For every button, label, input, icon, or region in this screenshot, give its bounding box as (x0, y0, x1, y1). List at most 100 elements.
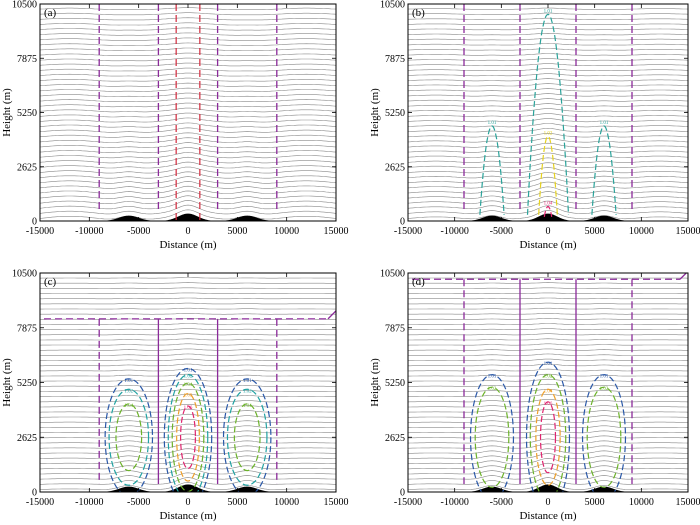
y-tick-label: 7875 (385, 54, 405, 65)
contour-label: 1.04 (544, 202, 553, 207)
isentrope-line (408, 443, 688, 449)
contour-label: 1.04 (124, 404, 133, 409)
x-tick-label: 10000 (274, 226, 299, 237)
y-tick-label: 10500 (12, 269, 37, 280)
isentrope-line (408, 176, 688, 184)
x-tick-label: 15000 (676, 497, 700, 508)
isentrope-line (40, 462, 336, 470)
isentrope-line (40, 277, 336, 279)
x-tick-label: 5000 (227, 497, 247, 508)
contour-label: 1.01 (600, 375, 609, 380)
isentrope-line (408, 433, 688, 439)
isentrope-line (40, 348, 336, 351)
isentrope-line (408, 205, 688, 215)
isentrope-line (40, 107, 336, 113)
isentrope-line (40, 307, 336, 310)
contour-label: 1.01 (184, 368, 193, 373)
isentrope-line (408, 103, 688, 107)
x-tick-label: -15000 (26, 497, 54, 508)
isentrope-line (408, 128, 688, 133)
x-tick-label: 5000 (227, 226, 247, 237)
isentrope-line (40, 142, 336, 148)
contour-1.01 (526, 13, 570, 215)
panel-label: (c) (44, 276, 57, 288)
isentrope-line (408, 363, 688, 367)
y-tick-label: 10500 (380, 0, 405, 11)
isentrope-line (408, 343, 688, 346)
isentrope-line (408, 53, 688, 56)
isentrope-line (40, 47, 336, 51)
isentrope-line (408, 181, 688, 189)
y-tick-label: 2625 (17, 162, 37, 173)
y-axis-label: Height (m) (369, 88, 381, 137)
isentrope-line (40, 287, 336, 289)
isentrope-line (40, 82, 336, 87)
isentrope-line (40, 27, 336, 31)
axes-frame (39, 3, 337, 222)
isentrope-line (40, 181, 336, 189)
x-tick-label: 0 (186, 497, 191, 508)
isentrope-line (408, 200, 688, 209)
y-tick-label: 2625 (385, 162, 405, 173)
isentrope-line (40, 297, 336, 300)
x-tick-label: -10000 (75, 497, 103, 508)
isentrope-line (40, 312, 336, 315)
isentrope-line (408, 462, 688, 470)
contour-1.06 (539, 401, 557, 474)
y-tick-label: 7875 (385, 323, 405, 334)
contour-label: 1.02 (544, 131, 553, 136)
isentrope-line (40, 176, 336, 184)
panel-c: 1.01 1.01 1.01 1.02 1.02 1.02 1.04 1.04 1.04 1.05… (1, 269, 349, 523)
isentrope-line (408, 413, 688, 418)
contour-1.01 (222, 378, 272, 492)
isentrope-line (408, 7, 688, 10)
isentrope-line (40, 127, 336, 133)
isentrope-line (408, 448, 688, 454)
isentrope-line (40, 92, 336, 97)
isentrope-line (408, 78, 688, 82)
isentrope-line (408, 195, 688, 204)
y-tick-label: 0 (400, 488, 405, 499)
corner-dashed-line (327, 310, 336, 320)
contour-1.02 (586, 386, 622, 488)
isentrope-line (40, 137, 336, 143)
x-tick-label: 10000 (274, 497, 299, 508)
contour-label: 1.02 (544, 375, 553, 380)
contour-label: 1.02 (184, 375, 193, 380)
isentrope-line (408, 418, 688, 423)
isentrope-line (408, 312, 688, 315)
panel-b: 1.01 1.01 1.01 1.02 1.04 -15000 -10000 -5000 0 50… (369, 0, 700, 251)
isentrope-line (408, 353, 688, 356)
contour-label: 1.04 (243, 404, 252, 409)
x-tick-label: 15000 (676, 226, 700, 237)
isentrope-line (40, 388, 336, 392)
x-tick-label: -15000 (26, 226, 54, 237)
contour-label: 1.04 (184, 383, 193, 388)
x-tick-label: -5000 (490, 497, 513, 508)
x-tick-label: -10000 (440, 226, 468, 237)
isentrope-line (408, 27, 688, 31)
isentrope-line (40, 438, 336, 444)
isentrope-line (40, 37, 336, 41)
contour-label: 1.01 (600, 121, 609, 126)
contour-label: 1.05 (184, 393, 193, 398)
isentrope-line (408, 428, 688, 434)
y-tick-label: 0 (32, 488, 37, 499)
isentrope-line (40, 156, 336, 164)
isentrope-line (408, 307, 688, 310)
isentrope-line (408, 458, 688, 465)
isentrope-line (40, 17, 336, 21)
isentrope-line (40, 408, 336, 413)
isentrope-line (408, 138, 688, 143)
contour-label: 1.04 (544, 389, 553, 394)
isentrope-line (408, 338, 688, 341)
corner-dashed-line (679, 273, 688, 280)
x-tick-label: 0 (546, 226, 551, 237)
panel-label: (b) (412, 7, 425, 19)
contour-1.02 (474, 386, 510, 488)
isentrope-line (408, 172, 688, 179)
x-tick-label: 0 (546, 497, 551, 508)
y-tick-label: 2625 (17, 433, 37, 444)
isentrope-line (408, 282, 688, 284)
isentrope-line (408, 73, 688, 77)
